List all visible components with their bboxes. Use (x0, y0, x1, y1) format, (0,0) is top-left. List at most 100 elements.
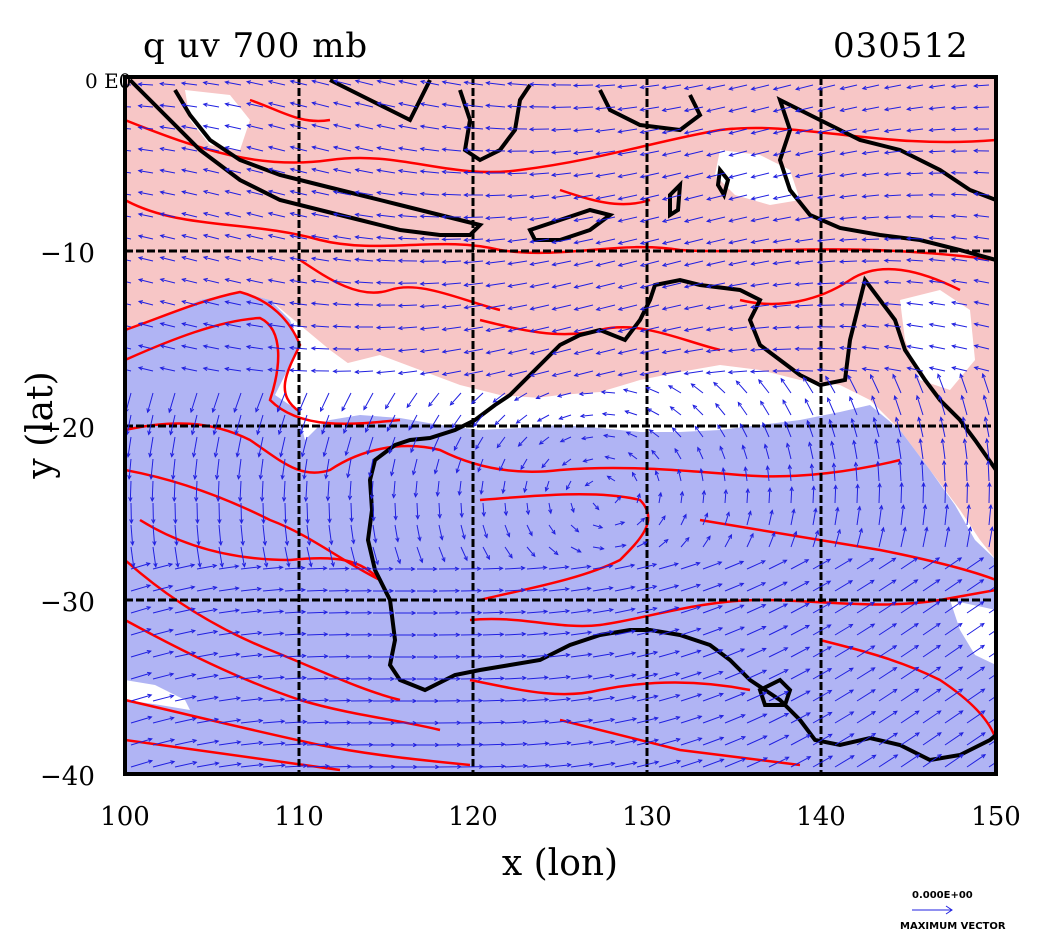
wind-vector (884, 150, 902, 154)
wind-vector (225, 323, 242, 328)
wind-vector-head (696, 671, 702, 676)
wind-vector (827, 397, 836, 416)
wind-vector-head (477, 588, 483, 593)
wind-vector-head (989, 526, 994, 532)
wind-vector (486, 370, 506, 376)
wind-vector-head (850, 417, 855, 423)
wind-vector (526, 546, 536, 557)
wind-vector-head (783, 669, 789, 674)
wind-vector (900, 666, 919, 680)
wind-vector-head (959, 753, 965, 759)
wind-vector-head (455, 468, 460, 474)
wind-vector (662, 282, 682, 288)
wind-vector-head (608, 608, 615, 613)
wind-vector-head (302, 675, 308, 681)
wind-vector-head (390, 698, 396, 704)
wind-vector-head (794, 282, 800, 287)
wind-vector-head (794, 217, 800, 222)
wind-vector (684, 106, 704, 112)
wind-vector (306, 502, 309, 524)
wind-vector (746, 757, 768, 768)
wind-vector-head (456, 742, 462, 748)
wind-vector-head (280, 741, 286, 746)
wind-vector-head (289, 211, 295, 217)
wind-vector (636, 585, 657, 592)
wind-vector (878, 601, 897, 614)
wind-vector (702, 627, 723, 636)
wind-vector (818, 128, 836, 134)
wind-vector-head (485, 103, 491, 108)
wind-vector (306, 743, 329, 746)
wind-vector (746, 489, 749, 504)
wind-vector-head (346, 676, 352, 681)
wind-vector-head (928, 300, 934, 306)
wind-vector-head (750, 304, 756, 310)
wind-vector-head (654, 470, 659, 476)
wind-vector-head (928, 235, 934, 241)
wind-vector-head (838, 345, 845, 351)
wind-vector-head (793, 530, 798, 536)
wind-vector-head (861, 258, 867, 264)
wind-vector (988, 629, 996, 636)
wind-vector (729, 128, 748, 134)
wind-vector (884, 194, 902, 197)
wind-vector-head (507, 283, 513, 288)
wind-vector (508, 282, 528, 287)
wind-vector-head (749, 369, 755, 374)
wind-vector-head (727, 326, 733, 332)
wind-vector (614, 496, 622, 504)
wind-vector (398, 237, 418, 240)
wind-vector-head (914, 732, 920, 737)
wind-vector-head (814, 529, 820, 535)
wind-vector-head (588, 762, 594, 767)
wind-vector (290, 235, 308, 240)
wind-vector-head (928, 322, 934, 327)
wind-vector-head (455, 654, 461, 660)
wind-vector (724, 714, 745, 724)
wind-vector (508, 370, 528, 376)
wind-vector-head (441, 349, 447, 354)
wind-vector-head (202, 102, 208, 107)
wind-vector (790, 624, 810, 636)
wind-vector-head (235, 630, 241, 635)
wind-vector (702, 605, 723, 614)
wind-vector (160, 191, 176, 196)
wind-vector (760, 401, 770, 416)
wind-vector (420, 304, 440, 307)
wind-vector (508, 172, 528, 175)
wind-vector-head (705, 370, 711, 375)
wind-vector-head (617, 306, 623, 311)
wind-vector (706, 370, 726, 374)
wind-vector-head (430, 424, 435, 430)
wind-vector-head (683, 152, 690, 157)
wind-vector-head (463, 125, 469, 130)
wind-vector (152, 629, 173, 636)
wind-vector (895, 417, 902, 438)
wind-vector-head (117, 323, 121, 326)
wind-vector (442, 326, 462, 331)
wind-vector-head (541, 463, 546, 469)
wind-vector-head (558, 415, 564, 420)
wind-vector (751, 172, 770, 178)
wind-vector (460, 502, 463, 517)
wind-vector (218, 697, 240, 702)
wind-vector (551, 128, 572, 131)
wind-vector-head (861, 172, 867, 177)
wind-vector (456, 458, 462, 473)
wind-vector (662, 370, 682, 375)
wind-vector-head (389, 610, 395, 616)
wind-vector (918, 417, 924, 438)
wind-vector-head (772, 217, 778, 222)
wind-vector-head (661, 107, 667, 113)
wind-vector-head (390, 676, 396, 682)
wind-vector-head (525, 510, 531, 516)
wind-vector-head (375, 258, 381, 263)
wind-vector-head (816, 195, 823, 200)
wind-vector (636, 629, 657, 636)
wind-vector-head (354, 324, 360, 330)
wind-vector (486, 304, 506, 309)
wind-vector-head (332, 346, 338, 352)
dry-patch-west (125, 680, 190, 710)
wind-vector (218, 502, 220, 524)
wind-vector (966, 688, 985, 702)
